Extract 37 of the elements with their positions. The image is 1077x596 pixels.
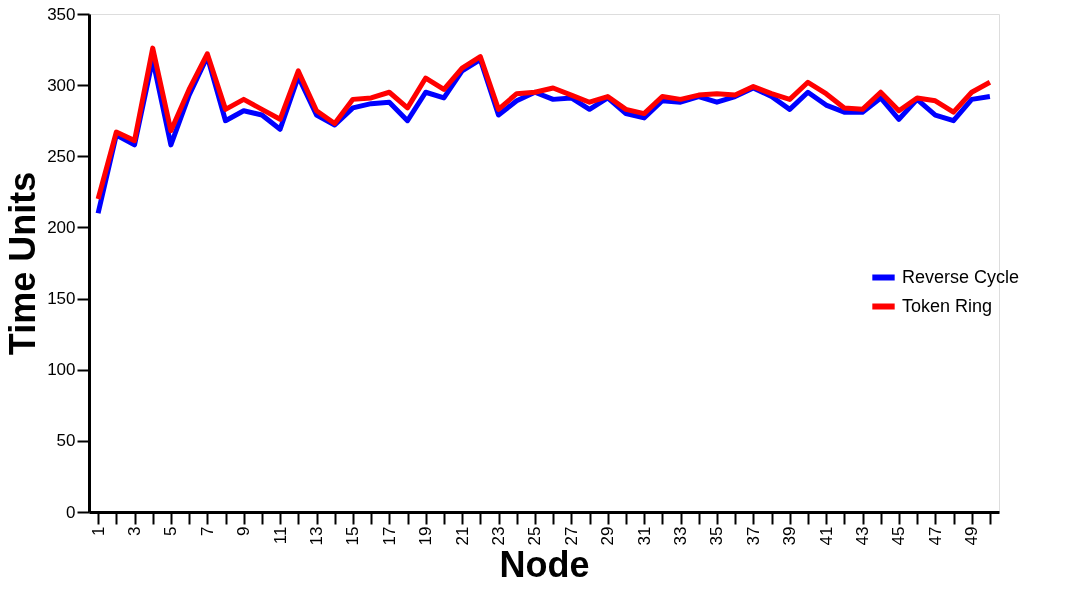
x-tick-label: 9 — [234, 526, 254, 536]
x-tick-label: 1 — [88, 526, 108, 536]
x-tick-label: 37 — [743, 526, 763, 546]
x-tick-label: 47 — [925, 526, 945, 546]
x-tick-label: 23 — [489, 526, 508, 546]
y-tick-label: 250 — [47, 146, 76, 166]
x-tick-label: 27 — [561, 526, 581, 546]
y-tick-label: 300 — [47, 75, 76, 95]
x-axis-title: Node — [499, 544, 590, 586]
x-tick-label: 3 — [125, 526, 144, 536]
x-tick-label: 41 — [816, 526, 836, 546]
y-tick-label: 50 — [56, 431, 76, 451]
y-tick-label: 150 — [47, 289, 76, 309]
x-tick-label: 29 — [598, 526, 618, 546]
x-tick-label: 25 — [525, 526, 545, 546]
y-axis-title: Time Units — [2, 171, 44, 356]
x-tick-label: 33 — [671, 526, 690, 546]
x-tick-label: 5 — [161, 526, 181, 536]
y-tick-label: 350 — [47, 4, 76, 24]
y-tick-label: 200 — [47, 217, 76, 237]
x-tick-label: 43 — [853, 526, 872, 546]
x-tick-label: 17 — [379, 526, 399, 546]
x-tick-label: 49 — [962, 526, 982, 546]
y-tick-label: 0 — [66, 502, 76, 522]
x-tick-label: 31 — [634, 526, 654, 546]
x-tick-label: 15 — [343, 526, 363, 546]
x-tick-label: 45 — [889, 526, 909, 546]
x-tick-label: 13 — [307, 526, 326, 546]
x-tick-label: 19 — [416, 526, 436, 546]
y-tick-label: 100 — [47, 360, 76, 380]
x-tick-label: 7 — [197, 526, 217, 536]
legend-label: Token Ring — [902, 295, 993, 316]
legend-label: Reverse Cycle — [902, 266, 1020, 287]
x-tick-label: 21 — [452, 526, 472, 546]
x-tick-label: 39 — [780, 526, 800, 546]
x-tick-label: 35 — [707, 526, 727, 546]
x-tick-label: 11 — [270, 526, 290, 545]
